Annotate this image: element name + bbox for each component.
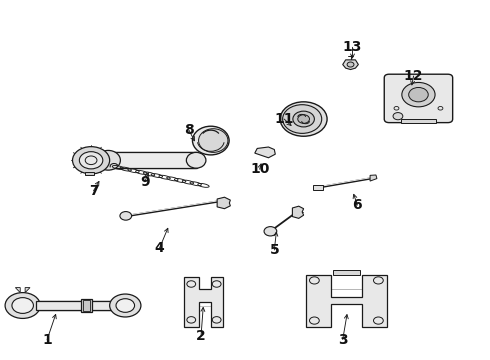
Polygon shape: [343, 60, 358, 69]
Circle shape: [116, 299, 135, 312]
Polygon shape: [217, 197, 230, 209]
Text: 4: 4: [155, 241, 164, 255]
Ellipse shape: [186, 152, 206, 168]
Polygon shape: [293, 206, 304, 219]
Ellipse shape: [193, 126, 229, 155]
Bar: [107, 152, 197, 168]
Text: 1: 1: [42, 333, 52, 347]
Ellipse shape: [198, 129, 228, 152]
Text: 11: 11: [274, 112, 294, 126]
Text: 2: 2: [196, 329, 206, 343]
Bar: [36, 301, 117, 310]
Circle shape: [5, 293, 40, 319]
Circle shape: [298, 115, 310, 123]
Polygon shape: [184, 277, 223, 327]
Circle shape: [12, 298, 33, 314]
Polygon shape: [306, 275, 387, 327]
Polygon shape: [401, 119, 436, 123]
Polygon shape: [25, 288, 30, 293]
Bar: [85, 172, 94, 175]
Circle shape: [79, 152, 103, 169]
Text: 7: 7: [89, 184, 98, 198]
Circle shape: [280, 102, 327, 136]
Circle shape: [120, 212, 132, 220]
Text: 10: 10: [250, 162, 270, 176]
FancyBboxPatch shape: [384, 74, 453, 123]
Text: 3: 3: [338, 333, 347, 347]
Polygon shape: [15, 288, 20, 293]
Bar: [83, 301, 90, 311]
Circle shape: [73, 147, 110, 174]
Text: 12: 12: [404, 69, 423, 83]
Circle shape: [393, 113, 403, 120]
Circle shape: [409, 87, 428, 102]
Text: 8: 8: [184, 123, 194, 137]
Text: 9: 9: [140, 175, 149, 189]
Circle shape: [264, 226, 277, 236]
Text: 5: 5: [270, 243, 279, 257]
Circle shape: [347, 62, 354, 67]
Ellipse shape: [96, 150, 121, 170]
Bar: [81, 300, 92, 312]
Circle shape: [110, 294, 141, 317]
Polygon shape: [255, 147, 275, 158]
Circle shape: [402, 82, 435, 107]
Circle shape: [293, 111, 315, 127]
Bar: [313, 185, 323, 190]
Bar: [333, 270, 360, 275]
Text: 6: 6: [353, 198, 362, 212]
Circle shape: [283, 105, 322, 134]
Text: 13: 13: [343, 40, 362, 54]
Polygon shape: [370, 175, 377, 181]
